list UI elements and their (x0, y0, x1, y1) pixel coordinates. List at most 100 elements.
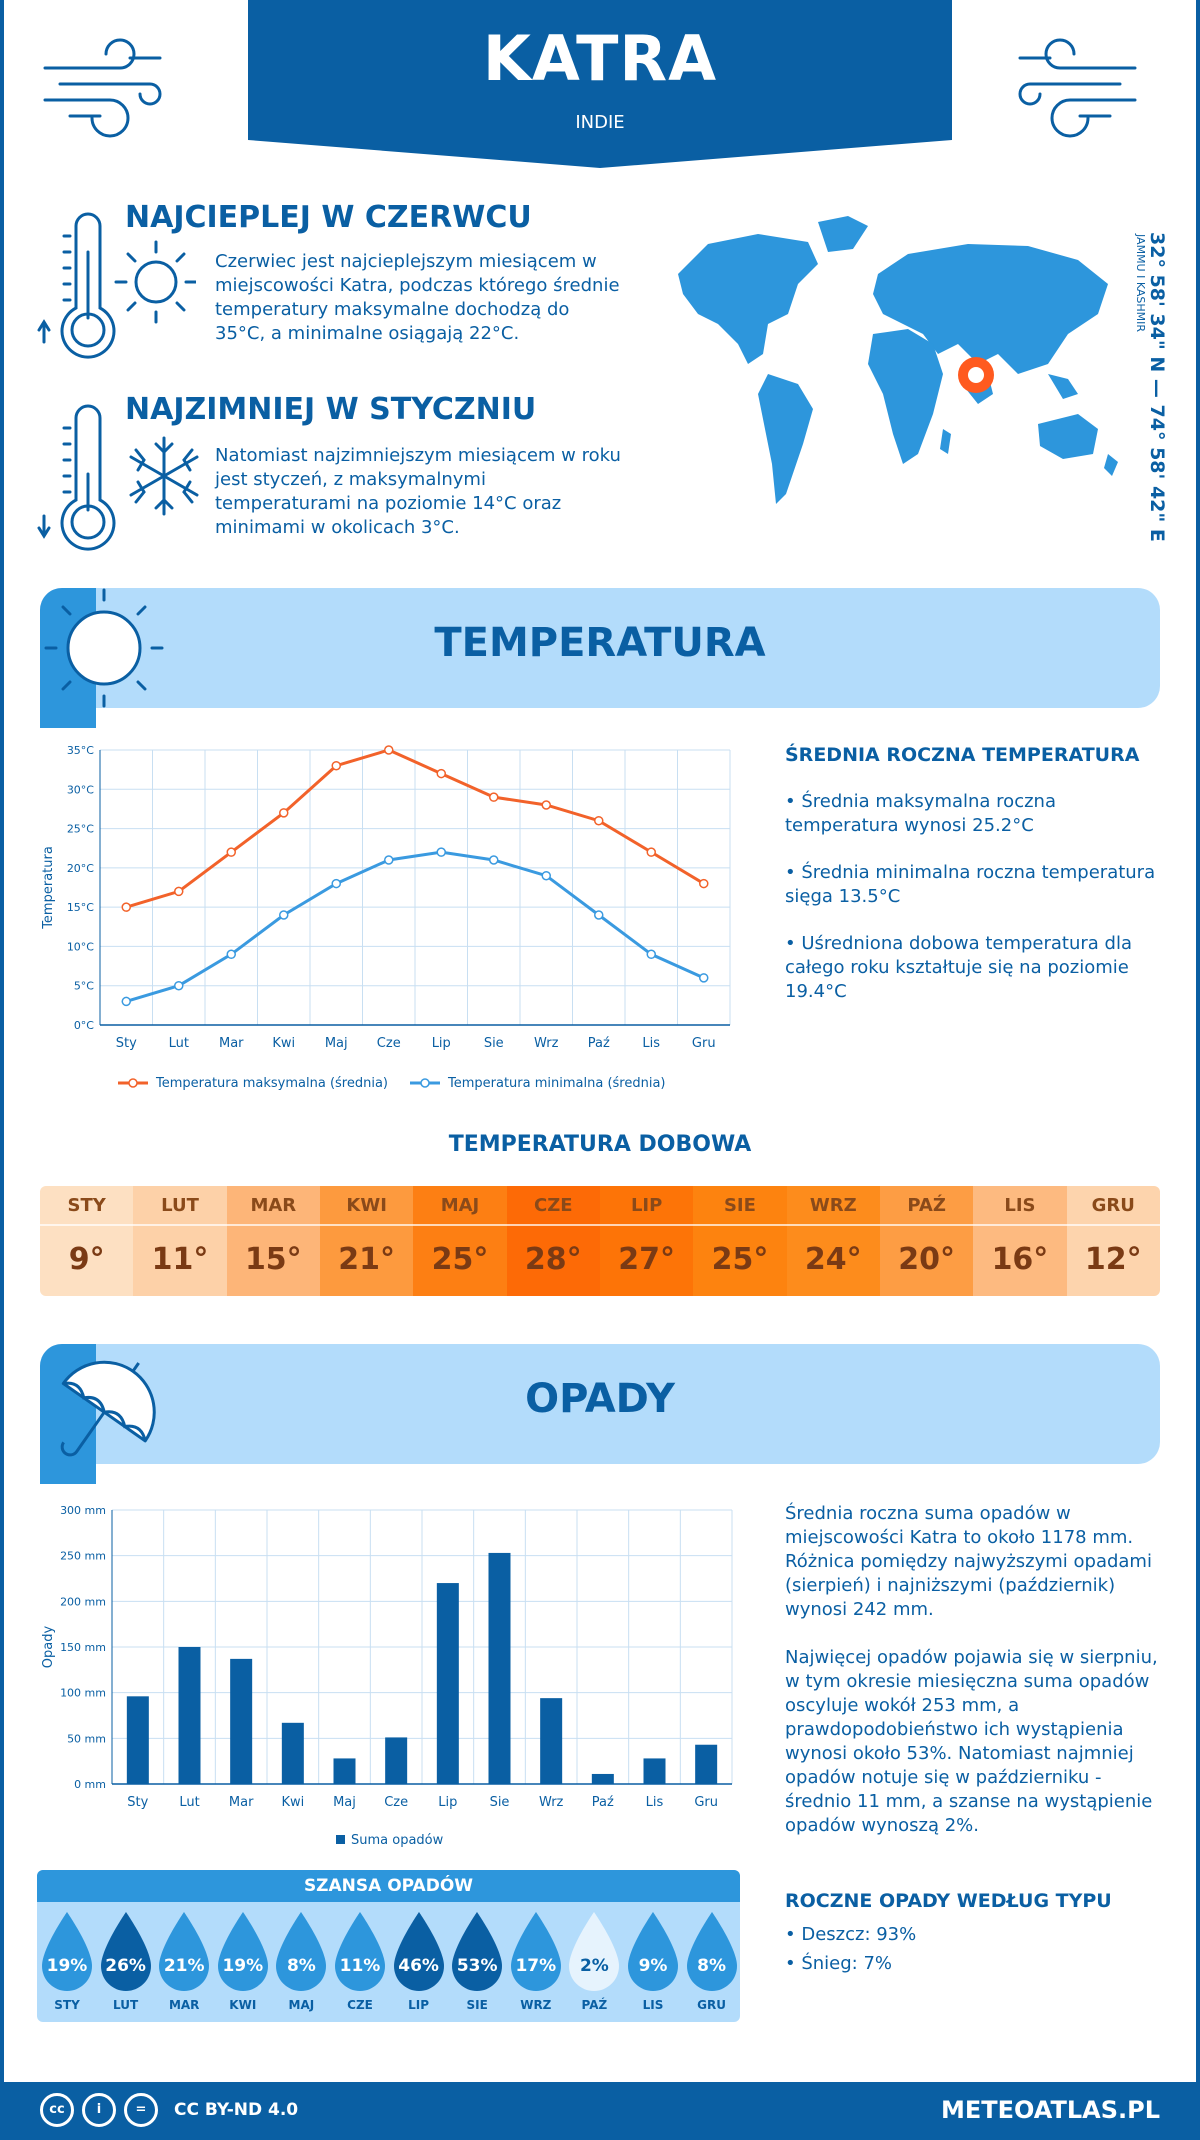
stat-max: • Średnia maksymalna roczna temperatura … (785, 791, 1056, 836)
precipitation-bar (436, 1583, 459, 1784)
precipitation-chance-month: LUT (113, 1998, 139, 2012)
y-tick-label: 30°C (67, 783, 94, 796)
thermometer-cold-icon (37, 404, 199, 551)
x-tick-label: Gru (692, 1036, 716, 1051)
city-name: KATRA (482, 22, 718, 95)
data-point (541, 800, 551, 810)
x-tick-label: Mar (219, 1036, 244, 1051)
legend-marker (128, 1078, 138, 1088)
daily-month-label: LUT (133, 1186, 227, 1226)
precipitation-bar (540, 1698, 563, 1784)
precipitation-chance-value: 21% (163, 1956, 205, 1976)
data-point (436, 768, 446, 779)
data-point (699, 878, 709, 889)
data-point (331, 760, 341, 771)
site-link[interactable]: METEOATLAS.PL (940, 2096, 1160, 2124)
daily-temperature-cell: LIS 16° (973, 1186, 1067, 1296)
x-tick-label: Lis (642, 1036, 660, 1051)
wind-icon-right (1018, 38, 1137, 138)
y-tick-label: 50 mm (67, 1732, 106, 1745)
x-tick-label: Lis (646, 1795, 664, 1810)
daily-temperature-value: 25° (711, 1242, 769, 1277)
data-point (384, 855, 394, 865)
temperature-title: TEMPERATURA (434, 620, 766, 666)
data-point (699, 973, 709, 983)
legend-label: Temperatura minimalna (średnia) (447, 1076, 665, 1091)
attribution-icon: i (82, 2093, 116, 2127)
y-tick-label: 300 mm (60, 1504, 106, 1517)
data-point (541, 870, 551, 881)
precipitation-bar (126, 1696, 149, 1784)
y-tick-label: 0°C (74, 1019, 94, 1032)
precipitation-chance-drop: 19% STY (38, 1910, 96, 2022)
raindrop-icon (335, 1912, 385, 1991)
data-point (279, 910, 289, 920)
data-point (279, 808, 289, 818)
stat-min: • Średnia minimalna roczna temperatura s… (785, 862, 1156, 907)
x-tick-label: Gru (694, 1795, 718, 1810)
world-map (678, 216, 1118, 504)
daily-temperature-cell: LUT 11° (133, 1186, 227, 1296)
precipitation-chance-drop: 11% CZE (331, 1910, 389, 2022)
precipitation-chance-value: 2% (579, 1956, 609, 1976)
x-tick-label: Wrz (534, 1036, 559, 1051)
y-tick-label: 100 mm (60, 1687, 106, 1700)
data-point (226, 949, 236, 960)
precipitation-chance-month: GRU (697, 1998, 727, 2012)
precipitation-chance-value: 53% (456, 1956, 498, 1976)
umbrella-icon (40, 1344, 156, 1484)
daily-temperature-value: 25° (431, 1242, 489, 1277)
precipitation-chance-drop: 26% LUT (97, 1910, 155, 2022)
precipitation-chance-month: LIS (642, 1998, 664, 2012)
data-point (594, 910, 604, 920)
x-tick-label: Lut (179, 1795, 199, 1810)
precipitation-chance-value: 9% (638, 1956, 668, 1976)
precipitation-bar (591, 1773, 614, 1784)
y-tick-label: 25°C (67, 823, 94, 836)
x-tick-label: Mar (229, 1795, 254, 1810)
coldest-title: NAJZIMNIEJ W STYCZNIU (125, 392, 537, 427)
daily-temperature-value: 28° (524, 1242, 582, 1277)
daily-temperature-cell: WRZ 24° (786, 1186, 880, 1296)
daily-temperature-cell: GRU 12° (1066, 1186, 1160, 1296)
precipitation-bar (281, 1722, 304, 1784)
precipitation-chance-value: 26% (105, 1956, 146, 1976)
raindrop-icon (510, 1912, 561, 1991)
license-badge[interactable]: cc i = CC BY-ND 4.0 (40, 2092, 298, 2128)
region-name: JAMMU I KASHMIR (1134, 234, 1147, 333)
precipitation-bar (385, 1737, 408, 1784)
daily-month-label: LIP (599, 1186, 694, 1226)
daily-temperature-value: 24° (804, 1242, 862, 1277)
x-tick-label: Maj (333, 1795, 356, 1810)
title-banner (248, 0, 952, 168)
precipitation-bar (333, 1758, 356, 1784)
daily-month-label: MAJ (413, 1186, 507, 1226)
precipitation-chance-month: KWI (229, 1998, 257, 2012)
precipitation-types-title: ROCZNE OPADY WEDŁUG TYPU (785, 1890, 1112, 1912)
daily-temperature-value: 9° (68, 1242, 105, 1277)
precipitation-chance-month: PAŹ (581, 1998, 608, 2012)
warmest-text: Czerwiec jest najcieplejszym miesiącem w… (215, 251, 620, 344)
x-tick-label: Cze (384, 1795, 408, 1810)
no-derivatives-icon: = (124, 2093, 158, 2127)
temperature-band (40, 588, 1160, 708)
series-line-1 (125, 850, 705, 1003)
data-point (384, 745, 394, 755)
precipitation-type-snow: • Śnieg: 7% (785, 1953, 893, 1974)
precipitation-chance-drop: 19% KWI (214, 1910, 272, 2022)
precipitation-chance-drop: 46% LIP (390, 1910, 448, 2022)
precipitation-chance-title: SZANSA OPADÓW (37, 1870, 740, 1902)
precipitation-text-1: Średnia roczna suma opadów w miejscowośc… (785, 1503, 1152, 1620)
y-tick-label: 250 mm (60, 1550, 106, 1563)
data-point (646, 949, 656, 960)
daily-month-label: LIS (973, 1186, 1067, 1226)
y-tick-label: 20°C (67, 862, 94, 875)
series-line-0 (125, 748, 705, 909)
daily-temperature-cell: PAŹ 20° (879, 1186, 974, 1296)
precipitation-chance-month: LIP (408, 1998, 430, 2012)
temperature-chart: 0°C 5°C 10°C 15°C 20°C 25°C 30°C 35°C Sty Lut Mar K… (41, 744, 731, 1091)
data-point (436, 847, 446, 857)
precipitation-chance-month: MAR (168, 1998, 200, 2012)
raindrop-icon (159, 1912, 210, 1991)
